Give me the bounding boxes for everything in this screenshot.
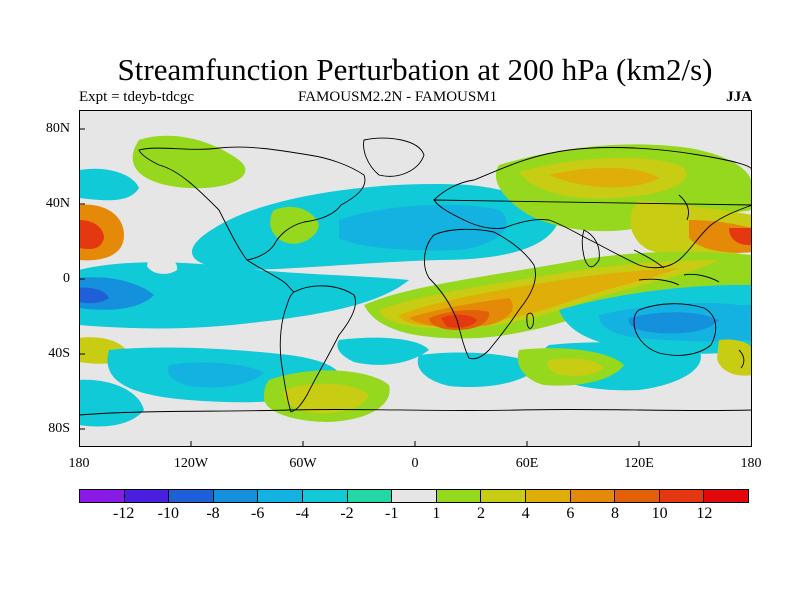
contour-fill: [628, 312, 719, 334]
colorbar-label: -8: [206, 505, 220, 522]
colorbar-box: [169, 490, 214, 502]
colorbar-box: [481, 490, 526, 502]
model-comparison-label: FAMOUSM2.2N - FAMOUSM1: [298, 89, 498, 105]
colorbar-label: 4: [521, 505, 530, 522]
contour-fill: [79, 426, 752, 447]
colorbar-label: 2: [477, 505, 485, 522]
contour-fill: [79, 287, 109, 304]
colorbar-box: [615, 490, 660, 502]
colorbar-box: [302, 490, 348, 502]
contour-fill: [79, 168, 139, 201]
contour-fill: [283, 383, 369, 414]
colorbar-label: 6: [566, 505, 575, 522]
colorbar-label: -2: [340, 505, 354, 522]
lon-label-60w: 60W: [289, 456, 317, 471]
colorbar-box: [213, 490, 259, 502]
colorbar-label: -10: [157, 505, 179, 522]
lon-label-120w: 120W: [173, 456, 209, 471]
colorbar-box: [704, 490, 748, 502]
contour-fill: [441, 314, 477, 328]
colorbar-label: 10: [651, 505, 668, 522]
colorbar-box: [570, 490, 616, 502]
colorbar-label: -1: [384, 505, 399, 522]
colorbar-label: 1: [432, 505, 441, 522]
colorbar-box: [347, 490, 393, 502]
coastlines: [79, 137, 752, 416]
colorbar-label: -12: [112, 505, 135, 522]
lat-label-80s: 80S: [48, 421, 70, 436]
colorbar-label: 12: [696, 505, 713, 522]
contour-fill: [547, 358, 604, 376]
chart-title: Streamfunction Perturbation at 200 hPa (…: [117, 52, 713, 87]
contour-fill: [339, 204, 507, 251]
lon-label-180w: 180: [68, 456, 90, 471]
colorbar-box: [525, 490, 571, 502]
lat-label-80n: 80N: [45, 121, 70, 136]
colorbar-box: [80, 490, 125, 502]
lat-label-40n: 40N: [45, 196, 70, 211]
lon-label-180e: 180: [740, 456, 762, 471]
contour-fill: [147, 254, 178, 274]
colorbar-box: [392, 490, 437, 502]
lat-label-40s: 40S: [48, 346, 70, 361]
colorbar-box: [659, 490, 705, 502]
colorbar-label: -6: [250, 505, 265, 522]
lat-label-0: 0: [63, 271, 70, 286]
colorbar-label: 8: [611, 505, 619, 522]
contour-fill: [258, 134, 439, 166]
lon-label-120e: 120E: [624, 456, 654, 471]
colorbar: [79, 489, 749, 503]
contour-fill: [132, 135, 246, 189]
lon-label-0: 0: [411, 456, 419, 471]
contour-fill: [79, 220, 104, 249]
experiment-label: Expt = tdeyb-tdcgc: [79, 89, 195, 105]
contour-fill: [167, 362, 264, 388]
lon-label-60e: 60E: [515, 456, 539, 471]
colorbar-box: [124, 490, 170, 502]
contour-fill: [79, 379, 144, 427]
colorbar-box: [436, 490, 482, 502]
contour-fill: [729, 228, 752, 246]
contour-fill: [417, 352, 539, 388]
season-label: JJA: [726, 89, 752, 105]
contour-fill: [549, 167, 659, 188]
colorbar-box: [258, 490, 303, 502]
colorbar-label: -4: [295, 505, 309, 522]
axis-ticks: [79, 128, 640, 447]
contour-fill: [717, 339, 752, 376]
contour-fill: [337, 337, 429, 365]
contour-fill: [79, 262, 409, 329]
streamfunction-map: [79, 110, 752, 447]
